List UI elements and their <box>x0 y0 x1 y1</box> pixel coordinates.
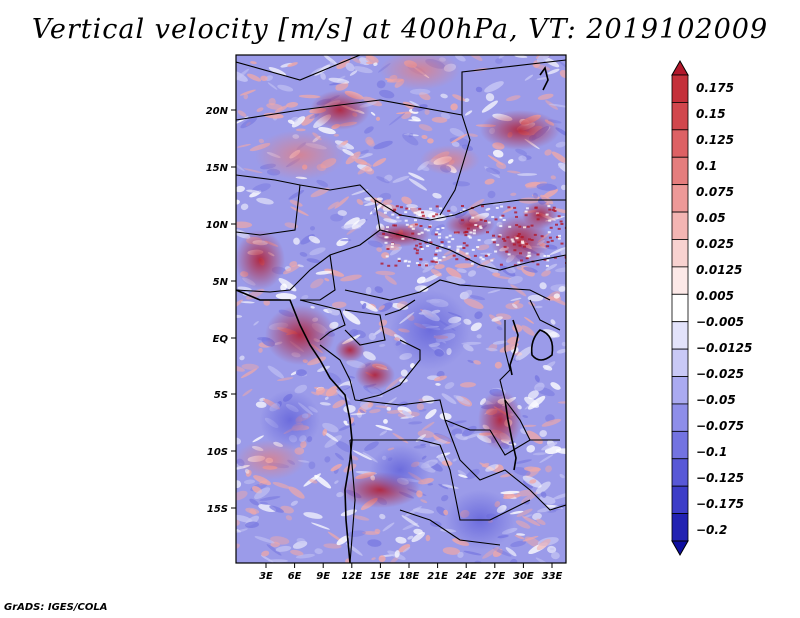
lat-tick-label: 15S <box>207 504 228 515</box>
colorbar-label: 0.1 <box>696 159 717 173</box>
colorbar-swatch <box>671 102 689 131</box>
colorbar-label: −0.2 <box>696 523 727 537</box>
lon-tick-label: 30E <box>513 571 534 582</box>
longitude-axis: 3E 6E 9E 12E 15E 18E 21E 24E 27E 30E 33E <box>259 563 563 582</box>
lat-tick-label: 10N <box>206 220 229 231</box>
grads-credit: GrADS: IGES/COLA <box>4 602 108 613</box>
colorbar-label: −0.175 <box>696 497 744 511</box>
colorbar-label: 0.025 <box>696 237 734 251</box>
lon-tick-label: 15E <box>370 571 391 582</box>
colorbar-bottom-arrow <box>671 540 689 557</box>
colorbar-swatch <box>671 348 689 377</box>
lat-tick-label: EQ <box>213 334 229 345</box>
colorbar-swatch <box>671 376 689 405</box>
colorbar-label: 0.125 <box>696 133 734 147</box>
colorbar-swatch <box>671 513 689 542</box>
latitude-axis: 20N 15N 10N 5N EQ 5S 10S 15S <box>206 106 236 515</box>
lat-tick-label: 15N <box>206 163 229 174</box>
colorbar-swatch <box>671 485 689 514</box>
colorbar-swatch <box>671 458 689 487</box>
colorbar-label: −0.025 <box>696 367 744 381</box>
lon-tick-label: 9E <box>316 571 330 582</box>
colorbar-swatch <box>671 321 689 350</box>
colorbar-swatch <box>671 403 689 432</box>
colorbar-swatch <box>671 239 689 268</box>
colorbar-swatch <box>671 211 689 240</box>
colorbar-swatch <box>671 266 689 295</box>
lon-tick-label: 27E <box>484 571 505 582</box>
lon-tick-label: 33E <box>542 571 563 582</box>
colorbar-label: 0.175 <box>696 81 734 95</box>
colorbar-label: 0.075 <box>696 185 734 199</box>
colorbar-swatch <box>671 156 689 186</box>
lat-tick-label: 5S <box>214 390 228 401</box>
lon-tick-label: 12E <box>341 571 362 582</box>
colorbar-swatch <box>671 129 689 158</box>
lon-tick-label: 24E <box>456 571 477 582</box>
colorbar-label: 0.0125 <box>696 263 742 277</box>
colorbar-swatch <box>671 293 689 323</box>
colorbar-label: −0.0125 <box>696 341 752 355</box>
lat-tick-label: 20N <box>206 106 229 117</box>
colorbar-label: −0.05 <box>696 393 736 407</box>
colorbar-label: 0.005 <box>696 289 734 303</box>
velocity-field <box>236 55 566 563</box>
coastline-and-lakes <box>236 66 554 563</box>
map-panel <box>235 54 567 564</box>
colorbar-swatch <box>671 74 689 103</box>
lon-tick-label: 3E <box>259 571 273 582</box>
colorbar-label: −0.125 <box>696 471 744 485</box>
map-title: Vertical velocity [m/s] at 400hPa, VT: 2… <box>31 14 769 45</box>
colorbar-label: 0.15 <box>696 107 726 121</box>
lat-tick-label: 10S <box>207 447 228 458</box>
lon-tick-label: 6E <box>288 571 302 582</box>
colorbar-swatch <box>671 184 689 213</box>
colorbar-label: −0.075 <box>696 419 744 433</box>
colorbar: 0.175 0.15 0.125 0.1 0.075 0.05 0.025 0.0125 0.0… <box>671 59 752 557</box>
colorbar-label: −0.005 <box>696 315 744 329</box>
colorbar-label: −0.1 <box>696 445 727 459</box>
country-borders <box>236 55 566 563</box>
lon-tick-label: 18E <box>399 571 420 582</box>
lat-tick-label: 5N <box>213 277 229 288</box>
lon-tick-label: 21E <box>427 571 448 582</box>
colorbar-swatch <box>671 430 689 460</box>
colorbar-label: 0.05 <box>696 211 726 225</box>
colorbar-top-arrow <box>671 59 689 76</box>
